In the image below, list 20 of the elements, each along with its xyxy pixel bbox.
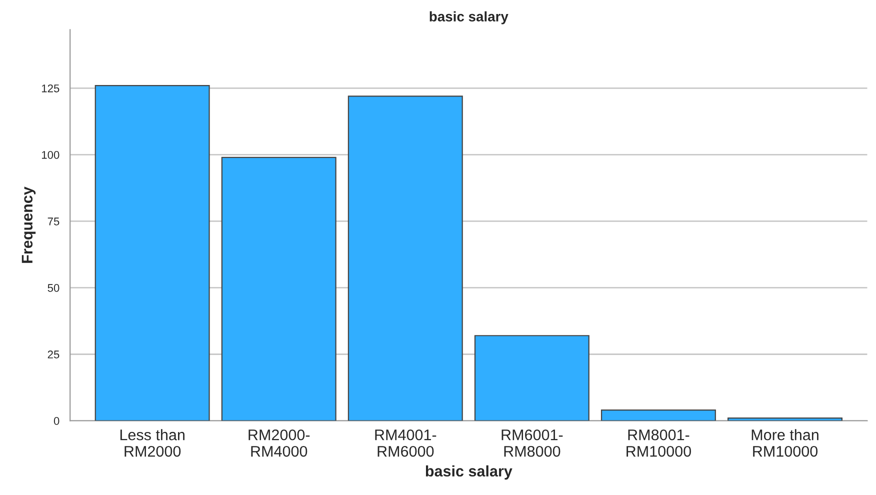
bar: [600, 410, 716, 421]
x-tick-label: Less than RM2000: [120, 429, 184, 457]
y-tick-label: 50: [48, 284, 60, 292]
y-tick-label: 125: [42, 84, 60, 92]
y-tick-label: 25: [48, 350, 60, 358]
bar: [348, 96, 463, 421]
bar: [221, 156, 336, 421]
x-tick-label: RM8001- RM10000: [626, 429, 691, 457]
x-tick-label: More than RM10000: [752, 429, 818, 457]
x-tick-label: RM2000- RM4000: [248, 429, 310, 457]
y-tick-label: 100: [42, 150, 60, 159]
y-tick-label: 75: [48, 218, 60, 226]
chart-title: basic salary: [430, 11, 508, 24]
bar: [474, 335, 590, 421]
y-axis-title: Frequency: [22, 186, 36, 263]
x-tick-label: RM6001- RM8000: [502, 429, 563, 457]
y-tick-label: 0: [54, 417, 60, 425]
bar: [94, 85, 210, 421]
bar: [728, 418, 842, 421]
x-axis-title: basic salary: [426, 465, 512, 480]
